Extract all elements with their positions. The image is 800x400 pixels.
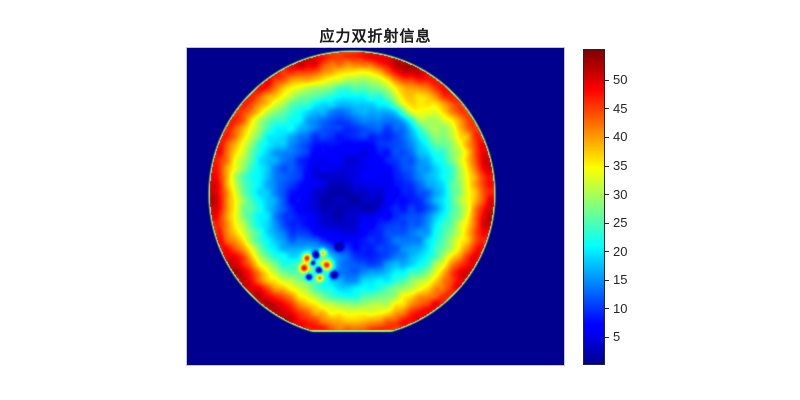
colorbar-tick-label: 20 [613, 243, 628, 259]
colorbar-tick [604, 308, 609, 310]
chart-title: 应力双折射信息 [319, 27, 432, 45]
colorbar-tick-label: 50 [613, 72, 628, 88]
colorbar-tick-label: 10 [613, 300, 628, 316]
colorbar-tick [604, 108, 609, 110]
colorbar-tick-label: 35 [613, 158, 628, 173]
heatmap-axes [186, 47, 565, 366]
colorbar-tick-label: 5 [613, 329, 621, 345]
colorbar: 5 10 15 20 25 30 35 40 45 50 [583, 49, 627, 365]
colorbar-tick [604, 251, 609, 253]
colorbar-tick [604, 194, 609, 196]
colorbar-tick [604, 165, 609, 167]
colorbar-tick [604, 79, 609, 81]
colorbar-tick-label: 45 [613, 100, 628, 116]
wafer-heatmap-canvas [187, 48, 564, 365]
colorbar-gradient-canvas [584, 50, 604, 364]
colorbar-tick-label: 30 [613, 186, 628, 202]
colorbar-tick-label: 25 [613, 215, 628, 231]
colorbar-tick-label: 15 [613, 272, 628, 288]
colorbar-tick [604, 336, 609, 338]
colorbar-tick [604, 136, 609, 138]
colorbar-tick [604, 279, 609, 281]
colorbar-tick [604, 222, 609, 224]
colorbar-tick-label: 40 [613, 129, 628, 145]
